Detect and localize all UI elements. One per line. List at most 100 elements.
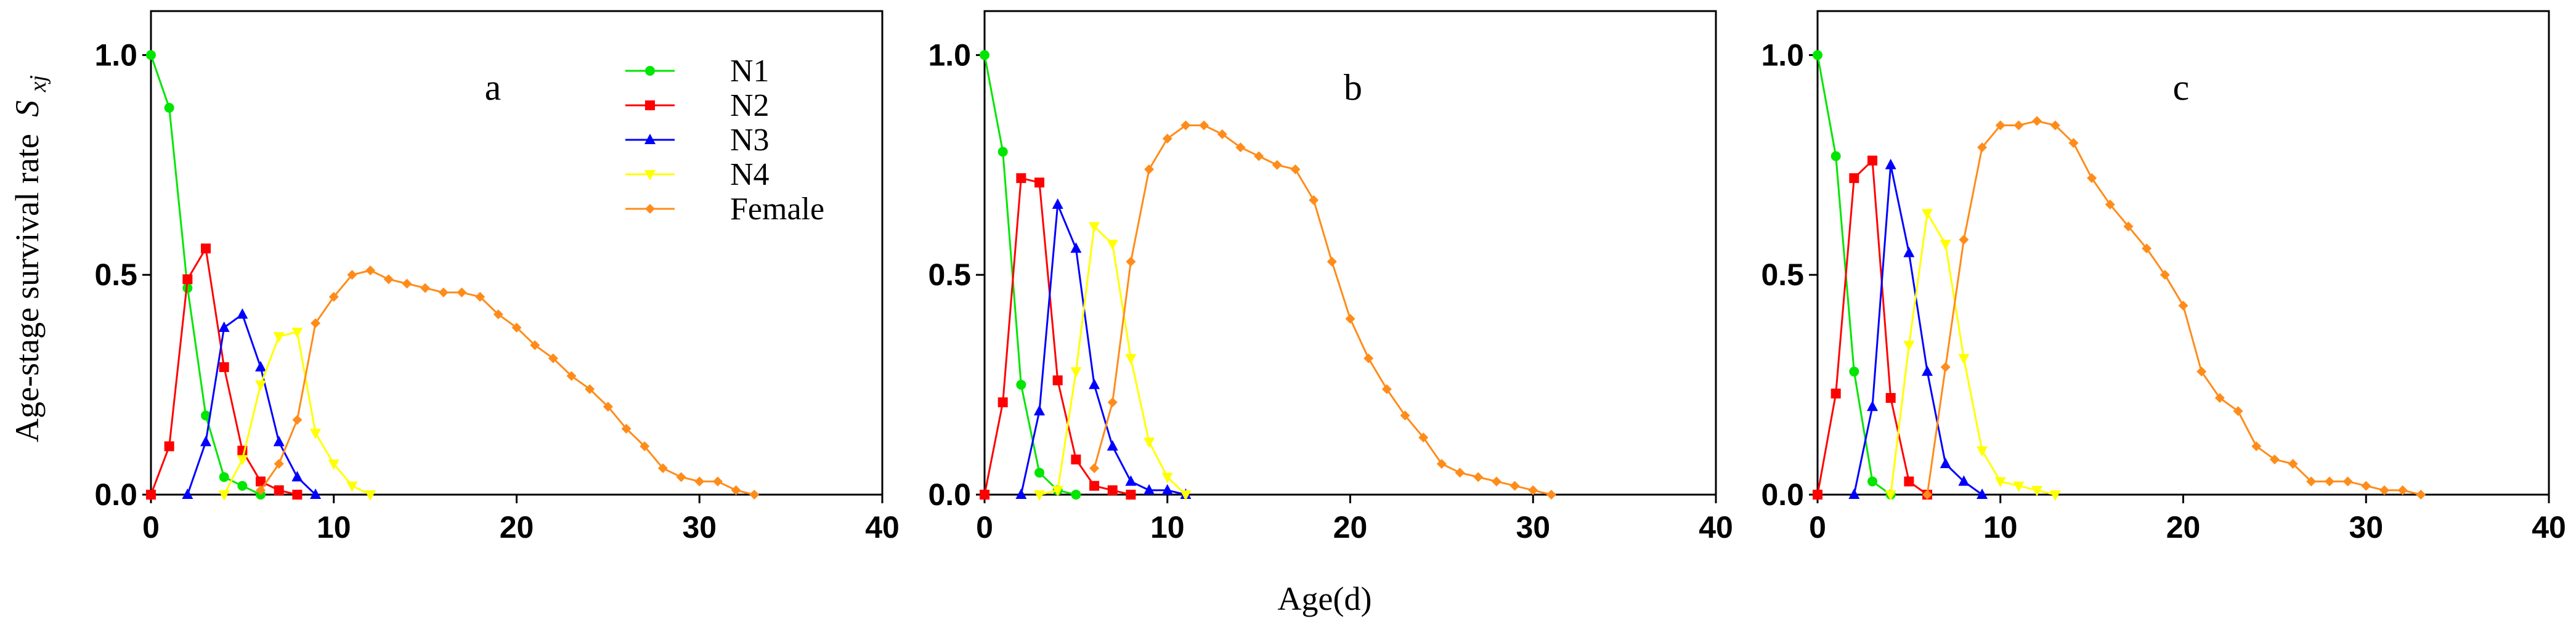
data-point (1418, 432, 1429, 443)
data-point (1107, 397, 1118, 408)
data-point (1034, 405, 1046, 416)
data-point (1144, 484, 1155, 495)
series-n4 (1885, 209, 2061, 501)
data-point (1034, 177, 1045, 188)
data-point (292, 490, 303, 500)
data-point (712, 476, 723, 487)
series-female (256, 265, 760, 500)
data-point (694, 476, 705, 487)
data-point (1958, 354, 1970, 365)
y-axis-subscript: xj (25, 75, 51, 92)
data-point (2269, 454, 2280, 464)
data-point (1940, 240, 1951, 251)
data-point (566, 371, 577, 381)
data-point (292, 415, 303, 425)
legend-marker (645, 100, 655, 110)
data-point (1309, 195, 1319, 205)
series-female (1922, 116, 2426, 500)
data-point (255, 361, 267, 372)
data-point (621, 423, 632, 434)
data-point (237, 455, 248, 466)
data-point (1473, 472, 1484, 482)
series-n2 (146, 243, 303, 500)
data-point (2049, 490, 2061, 501)
data-point (1107, 240, 1118, 251)
data-point (1199, 120, 1209, 131)
data-point (2397, 485, 2408, 495)
data-point (511, 322, 522, 333)
data-point (530, 340, 540, 350)
data-point (1813, 50, 1822, 60)
data-point (640, 441, 650, 452)
panel-label: a (485, 67, 502, 108)
data-point (997, 397, 1008, 408)
x-tick-label: 10 (1150, 510, 1185, 545)
series-n3 (1848, 158, 1988, 499)
series-female (1089, 120, 1556, 500)
series-n4 (1034, 222, 1192, 501)
data-point (1528, 485, 1538, 495)
data-point (1491, 476, 1501, 487)
data-point (420, 283, 431, 293)
data-point (1885, 393, 1896, 403)
data-point (291, 471, 303, 482)
data-point (1848, 488, 1860, 499)
data-point (200, 436, 212, 447)
data-point (1922, 209, 1933, 220)
data-point (2251, 441, 2262, 452)
data-point (1867, 155, 1878, 166)
legend-label: N3 (730, 123, 770, 158)
data-point (1849, 367, 1859, 377)
chart-panel-c: 0 10 20 30 40 0.0 0.5 1.0 c (1761, 10, 2566, 545)
x-tick-label: 30 (1516, 510, 1550, 545)
x-tick-label: 20 (500, 510, 534, 545)
y-tick-label: 0.0 (1761, 477, 1804, 512)
data-point (402, 278, 412, 289)
data-point (1885, 490, 1896, 501)
data-point (2324, 476, 2334, 487)
y-tick-label: 0.0 (928, 477, 971, 512)
data-point (2068, 138, 2079, 148)
data-point (457, 287, 467, 298)
data-point (2160, 270, 2170, 280)
series-line-female (1926, 120, 2421, 496)
data-point (438, 287, 449, 298)
x-tick-label: 10 (1983, 510, 2018, 545)
chart-panel-b: 0 10 20 30 40 0.0 0.5 1.0 b (928, 10, 1733, 545)
data-point (164, 103, 174, 113)
y-axis-title: Age-stage survival rate S xj (9, 75, 51, 442)
data-point (2050, 120, 2060, 131)
data-point (1089, 480, 1100, 491)
data-point (1363, 353, 1374, 363)
data-point (1509, 480, 1520, 491)
data-point (731, 485, 741, 495)
y-tick-label: 0.5 (928, 257, 971, 292)
data-point (1940, 458, 1951, 469)
data-point (1126, 256, 1136, 267)
data-point (980, 50, 989, 60)
data-point (2306, 476, 2317, 487)
x-tick-label: 40 (865, 510, 900, 545)
x-tick-label: 0 (976, 510, 993, 545)
data-point (328, 460, 339, 471)
data-point (311, 318, 321, 328)
data-point (1290, 164, 1301, 174)
data-point (182, 283, 193, 293)
data-point (1180, 490, 1192, 501)
data-point (237, 480, 248, 491)
y-tick-label: 1.0 (1761, 38, 1804, 72)
data-point (1052, 485, 1063, 496)
data-point (1089, 222, 1100, 233)
legend-marker (645, 66, 655, 76)
data-point (1885, 158, 1896, 169)
data-point (219, 472, 229, 482)
data-point (164, 441, 174, 452)
series-line-n3 (1020, 204, 1186, 496)
data-point (346, 481, 358, 492)
y-tick-label: 0.0 (94, 477, 137, 512)
data-point (201, 410, 211, 421)
data-point (1052, 375, 1063, 386)
data-point (1126, 490, 1136, 500)
data-point (2142, 243, 2152, 254)
data-point (548, 353, 558, 363)
